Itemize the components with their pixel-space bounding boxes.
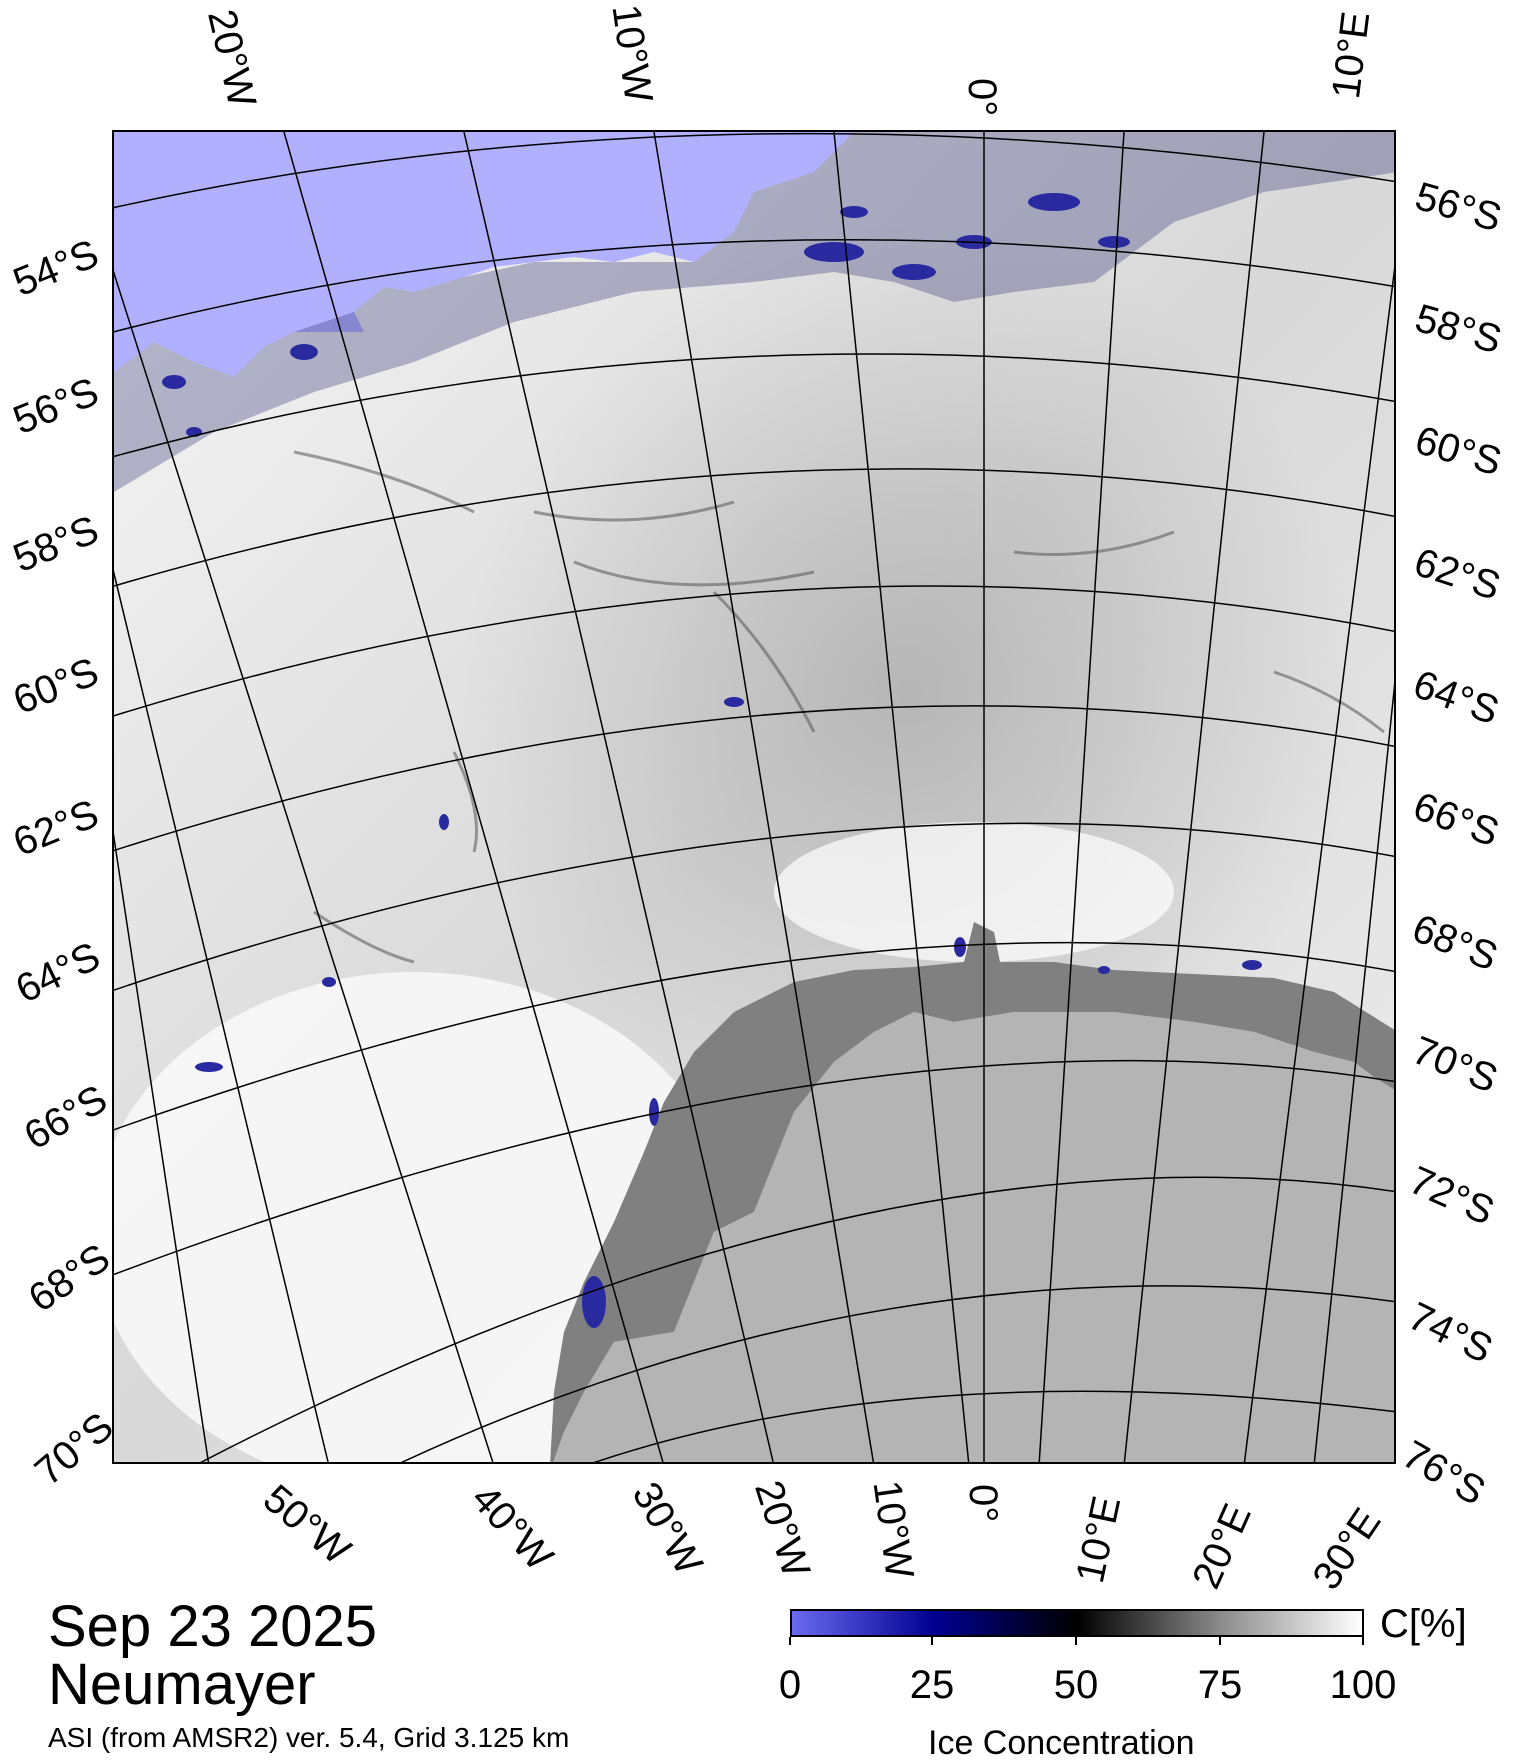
bottom-lon-label-20w: 20°W	[748, 1476, 816, 1582]
colorbar-tick-100	[1362, 1637, 1364, 1645]
right-lat-label-56s: 56°S	[1411, 176, 1506, 238]
right-lat-label-70s: 70°S	[1407, 1030, 1503, 1100]
bottom-lon-label-50w: 50°W	[256, 1478, 357, 1572]
left-lat-label-54s: 54°S	[8, 233, 104, 303]
top-lon-label-10e: 10°E	[1326, 9, 1376, 100]
colorbar-tick-0	[789, 1637, 791, 1645]
top-lon-label-10w: 10°W	[605, 2, 658, 105]
colorbar-tick-50	[1075, 1637, 1077, 1645]
bottom-lon-label-10e: 10°E	[1070, 1493, 1127, 1587]
colorbar-tick-25	[931, 1637, 933, 1645]
left-lat-label-66s: 66°S	[18, 1078, 113, 1156]
colorbar-tick-75	[1219, 1637, 1221, 1645]
station-name: Neumayer	[48, 1656, 316, 1714]
left-lat-label-64s: 64°S	[10, 936, 106, 1010]
colorbar-label-50: 50	[1054, 1663, 1099, 1708]
colorbar-label-25: 25	[910, 1663, 955, 1708]
colorbar-title: Ice Concentration	[928, 1724, 1195, 1763]
bottom-lon-label-20e: 20°E	[1186, 1498, 1258, 1594]
right-lat-label-72s: 72°S	[1404, 1160, 1500, 1232]
bottom-lon-label-0: 0°	[963, 1484, 1003, 1522]
left-lat-label-58s: 58°S	[8, 509, 104, 579]
colorbar-label-0: 0	[779, 1663, 801, 1708]
right-lat-label-66s: 66°S	[1408, 786, 1504, 853]
bottom-lon-label-30w: 30°W	[625, 1476, 709, 1581]
data-source-note: ASI (from AMSR2) ver. 5.4, Grid 3.125 km	[48, 1724, 569, 1752]
colorbar-unit: C[%]	[1380, 1602, 1467, 1647]
left-lat-label-60s: 60°S	[8, 651, 104, 721]
right-lat-label-68s: 68°S	[1407, 908, 1503, 978]
right-lat-label-62s: 62°S	[1410, 542, 1505, 607]
colorbar-label-100: 100	[1330, 1663, 1397, 1708]
bottom-lon-label-10w: 10°W	[866, 1478, 919, 1581]
colorbar-label-75: 75	[1198, 1663, 1243, 1708]
right-lat-label-60s: 60°S	[1411, 420, 1506, 482]
right-lat-label-64s: 64°S	[1408, 664, 1504, 731]
left-lat-label-62s: 62°S	[8, 793, 104, 863]
sea-ice-map	[114, 132, 1396, 1464]
bottom-lon-label-30e: 30°E	[1306, 1502, 1388, 1597]
left-lat-label-68s: 68°S	[22, 1237, 117, 1319]
left-lat-label-56s: 56°S	[8, 371, 104, 441]
map-panel	[112, 130, 1396, 1464]
map-date: Sep 23 2025	[48, 1598, 377, 1656]
top-lon-label-20w: 20°W	[201, 6, 262, 111]
top-lon-label-0: 0°	[962, 78, 1002, 116]
colorbar	[790, 1609, 1364, 1637]
bottom-lon-label-40w: 40°W	[464, 1478, 559, 1578]
left-lat-label-70s: 70°S	[28, 1406, 120, 1493]
right-lat-label-58s: 58°S	[1411, 298, 1506, 360]
right-lat-label-74s: 74°S	[1402, 1296, 1498, 1370]
right-lat-label-76s: 76°S	[1396, 1434, 1491, 1512]
